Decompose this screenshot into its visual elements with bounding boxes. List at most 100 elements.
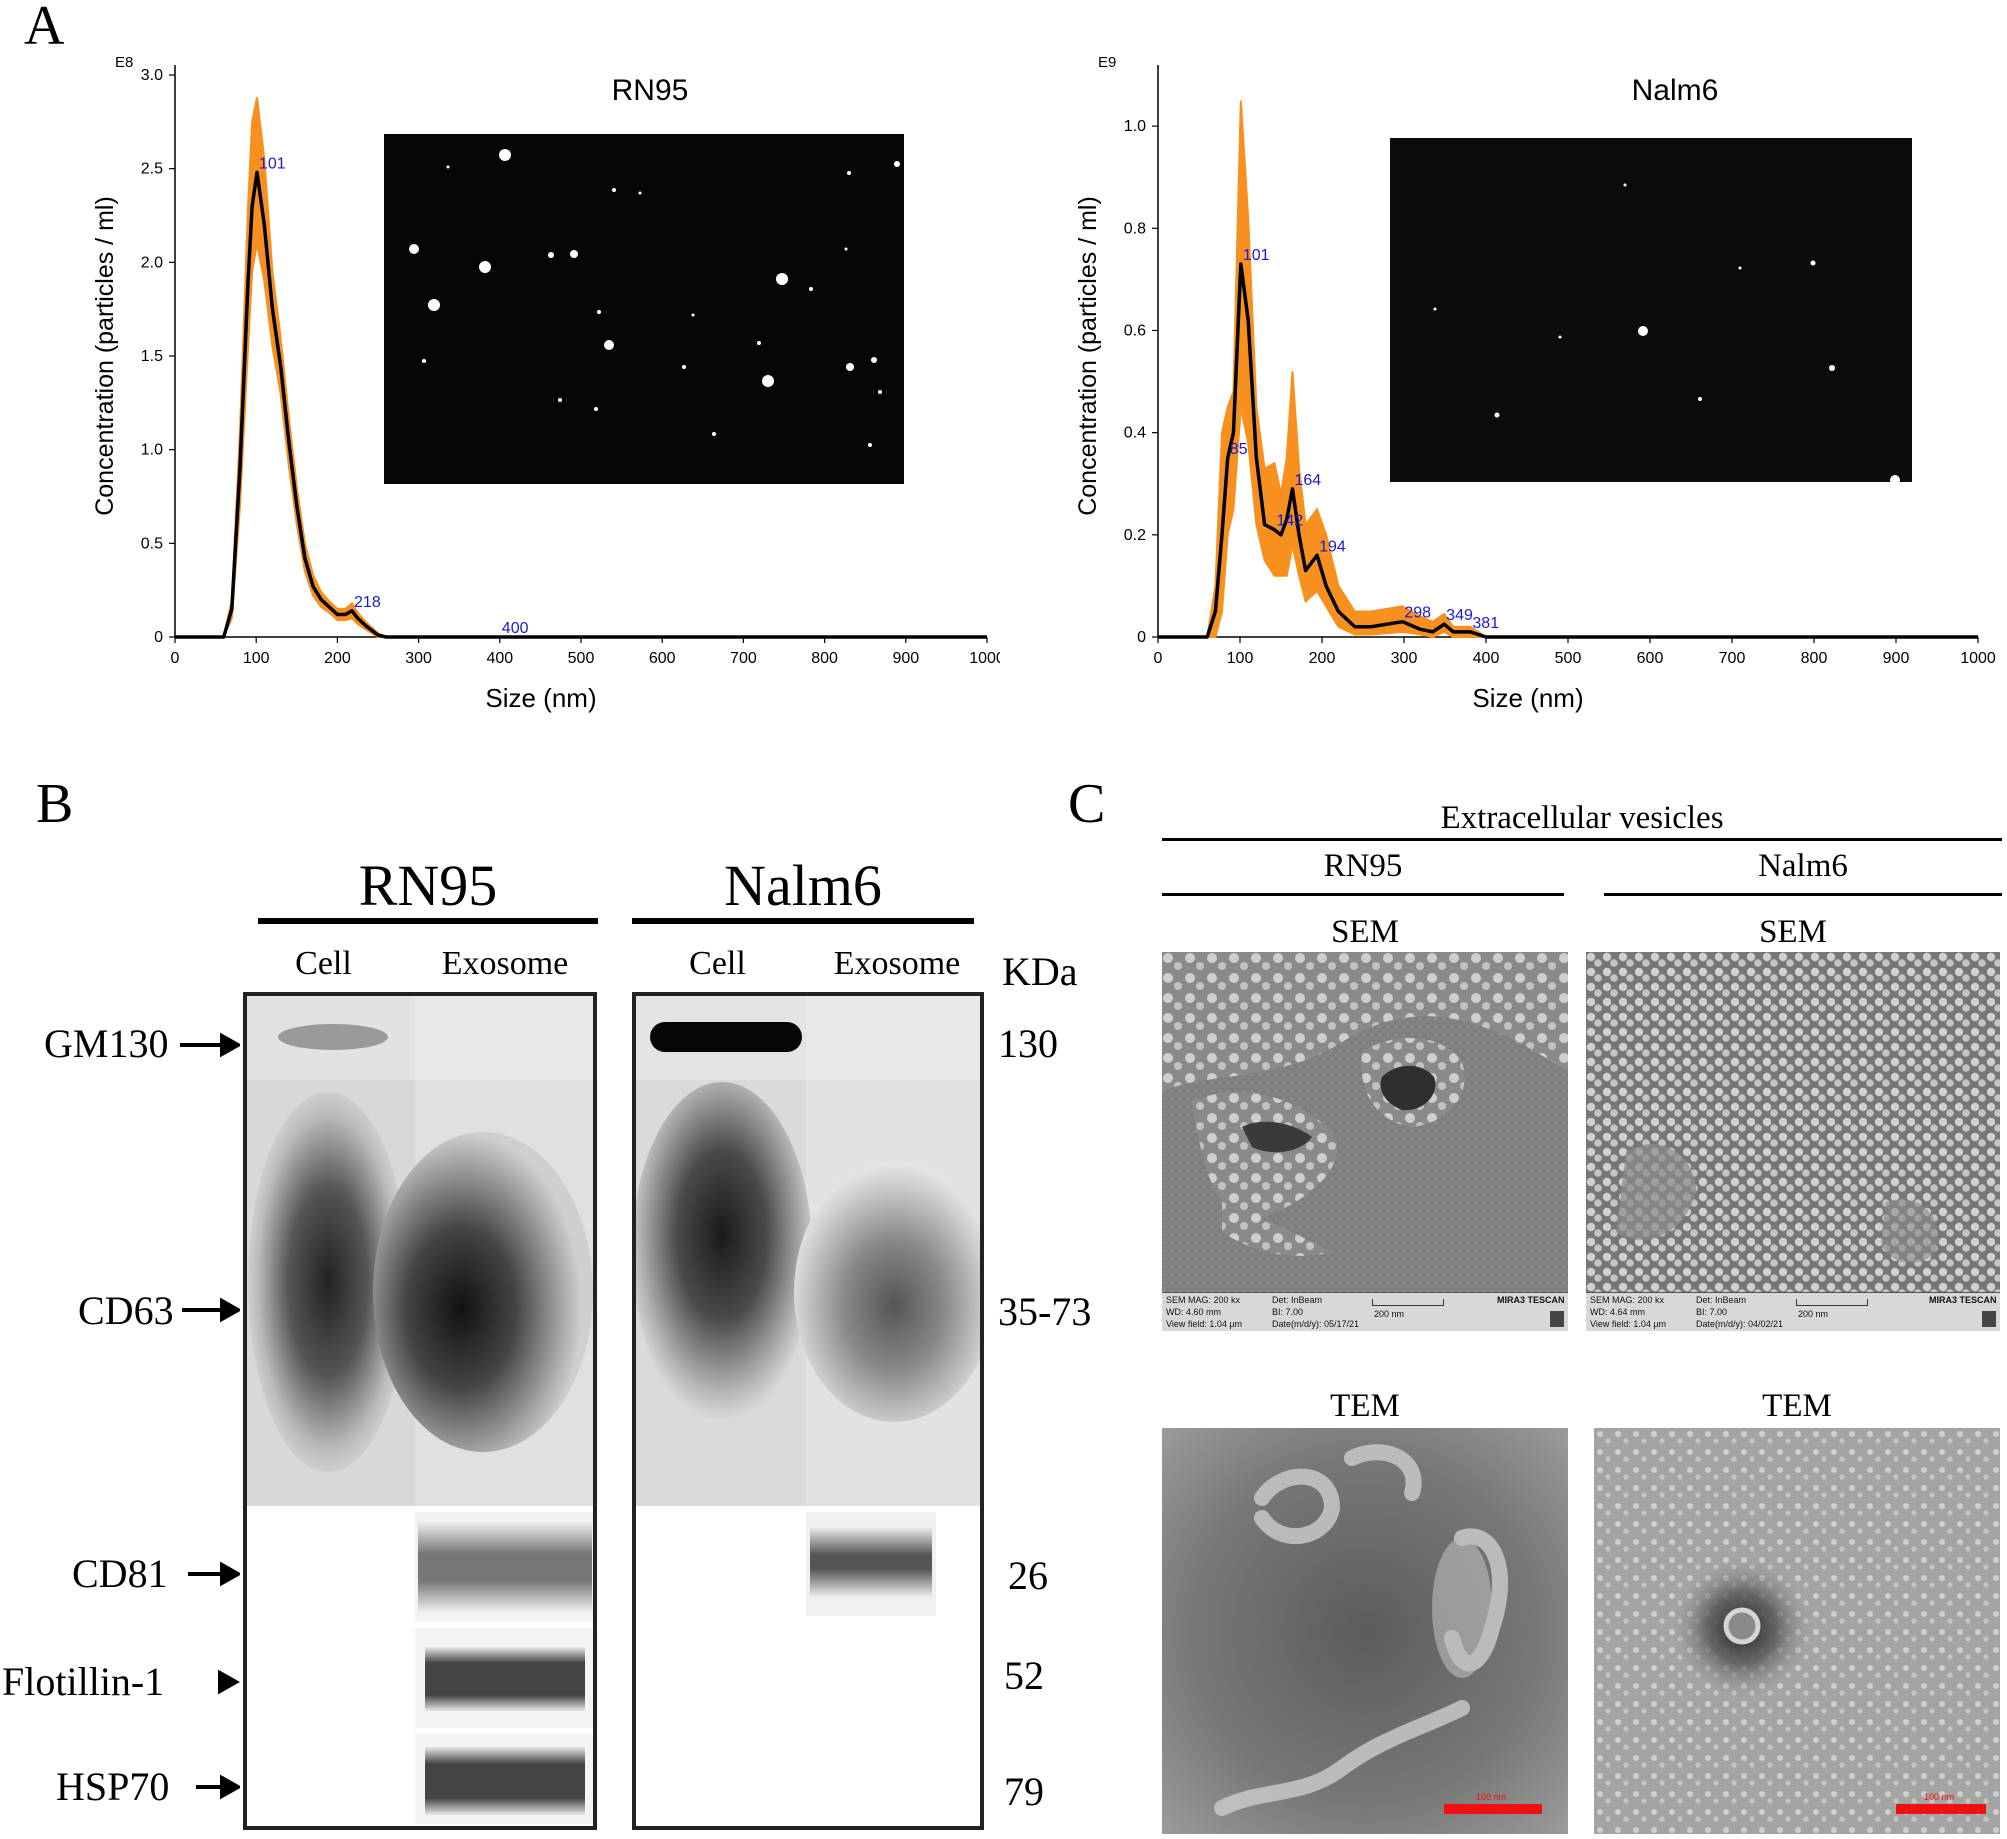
x-tick-label: 700 [1719,650,1746,667]
y-tick-label: 0 [1137,629,1146,646]
x-tick-label: 500 [568,650,595,667]
y-tick-label: 0 [154,629,163,646]
x-tick-label: 900 [892,650,919,667]
x-tick-label: 100 [243,650,270,667]
y-tick-label: 2.0 [141,254,163,271]
sem-det: Det: InBeam [1696,1295,1747,1305]
sem-bi: BI: 7.00 [1272,1307,1304,1317]
kda-header: KDa [1002,949,1078,994]
peak-label: 218 [354,594,381,611]
peak-label: 298 [1404,605,1431,622]
error-band [175,97,987,638]
peak-label: 85 [1230,441,1248,458]
x-tick-label: 500 [1555,650,1582,667]
tescan-logo-icon [1982,1311,1996,1327]
marker-label-cd81: CD81 [72,1551,168,1596]
kda-value-cd81: 26 [1008,1553,1048,1598]
marker-label-cd63: CD63 [78,1288,174,1333]
tem-scale-label-rn95: 100 nm [1476,1792,1507,1802]
lane-label-nalm6-cell: Cell [689,945,746,982]
sem-view-field: View field: 1.04 µm [1590,1319,1667,1329]
y-tick-label: 2.5 [141,161,163,178]
y-tick-label: 0.8 [1124,220,1146,237]
nta-video-frame-nalm6 [1390,138,1912,482]
marker-label-hsp70: HSP70 [56,1764,170,1809]
nta-chart-nalm6: 0 100 200 300 400 500 600 700 800 900 1000 0 0.2 0.4 0… [1074,54,1996,713]
x-tick-label: 200 [324,650,351,667]
sem-det: Det: InBeam [1272,1295,1323,1305]
nta-video-frame-rn95 [384,134,904,484]
sem-scale-label: 200 nm [1374,1309,1405,1319]
mean-line [1158,262,1978,639]
sem-scale-label: 200 nm [1798,1309,1829,1319]
x-axis-label: Size (nm) [1472,683,1583,713]
sem-image-nalm6: SEM MAG: 200 kx Det: InBeam WD: 4.64 mm … [1586,952,2000,1331]
error-band [1158,100,1978,639]
y-tick-label: 0.4 [1124,425,1146,442]
y-axis-label: Concentration (particles / ml) [91,196,119,516]
sem-wd: WD: 4.60 mm [1166,1307,1222,1317]
sem-label-rn95: SEM [1331,914,1399,950]
peak-label: 164 [1294,472,1321,489]
y-exponent-label: E8 [115,54,133,71]
sem-image-rn95: SEM MAG: 200 kx Det: InBeam WD: 4.60 mm … [1162,952,1568,1331]
sem-date: Date(m/d/y): 04/02/21 [1696,1319,1784,1329]
tem-scale-label-nalm6: 100 nm [1924,1792,1955,1802]
em-column-title-rn95: RN95 [1323,848,1403,884]
sem-scalebar [1796,1299,1868,1306]
sem-bi: BI: 7.00 [1696,1307,1728,1317]
tem-scalebar-rn95 [1444,1804,1542,1814]
chart-title: RN95 [612,74,689,107]
ev-header-line [1162,838,2002,841]
peak-label: 349 [1446,607,1473,624]
y-axis-label: Concentration (particles / ml) [1074,196,1102,516]
tescan-logo-icon [1550,1311,1564,1327]
peak-label: 194 [1319,538,1346,555]
wb-group-title-nalm6: Nalm6 [724,853,882,918]
lane-label-rn95-cell: Cell [295,945,352,982]
tem-label-rn95: TEM [1330,1388,1400,1424]
x-tick-label: 800 [811,650,838,667]
lane-label-nalm6-exosome: Exosome [833,945,961,982]
tem-label-nalm6: TEM [1762,1388,1832,1424]
panel-letter-a: A [24,0,65,57]
mean-line [175,170,987,639]
sem-mag: SEM MAG: 200 kx [1166,1295,1241,1305]
y-tick-label: 0.2 [1124,527,1146,544]
marker-label-flotillin-1: Flotillin-1 [2,1659,165,1704]
sem-infobar-rn95: SEM MAG: 200 kx Det: InBeam WD: 4.60 mm … [1162,1292,1568,1331]
y-exponent-label: E9 [1098,54,1116,71]
peak-label: 101 [1243,247,1270,264]
marker-arrows [180,1032,240,1800]
tem-image-nalm6: 100 nm [1594,1428,2000,1834]
x-tick-label: 0 [1154,650,1163,667]
nta-chart-rn95: 0 100 200 300 400 500 600 700 800 900 1000 0 0.5 1.0 1… [91,54,1000,713]
x-tick-label: 1000 [969,650,1000,667]
x-tick-label: 600 [1637,650,1664,667]
x-tick-label: 1000 [1960,650,1996,667]
lane-label-rn95-exosome: Exosome [441,945,569,982]
x-tick-label: 900 [1883,650,1910,667]
sem-date: Date(m/d/y): 05/17/21 [1272,1319,1360,1329]
sem-wd: WD: 4.64 mm [1590,1307,1646,1317]
y-tick-label: 0.5 [141,535,163,552]
x-tick-label: 300 [405,650,432,667]
x-tick-label: 600 [649,650,676,667]
em-column-title-nalm6: Nalm6 [1758,848,1848,884]
tem-scalebar-nalm6 [1896,1804,1986,1814]
wb-group-underline-nalm6 [632,918,974,924]
y-tick-label: 0.6 [1124,322,1146,339]
kda-value-cd63: 35-73 [998,1289,1092,1334]
em-column-line-rn95 [1162,893,1564,896]
sem-scalebar [1372,1299,1444,1306]
y-tick-label: 1.0 [1124,118,1146,135]
x-tick-label: 200 [1309,650,1336,667]
panel-letter-b: B [36,773,74,835]
chart-title: Nalm6 [1632,74,1719,107]
sem-view-field: View field: 1.04 µm [1166,1319,1243,1329]
wb-group-title-rn95: RN95 [358,853,498,918]
x-tick-label: 300 [1391,650,1418,667]
tem-image-rn95: 100 nm [1162,1428,1568,1834]
y-tick-label: 1.5 [141,348,163,365]
x-tick-label: 400 [486,650,513,667]
